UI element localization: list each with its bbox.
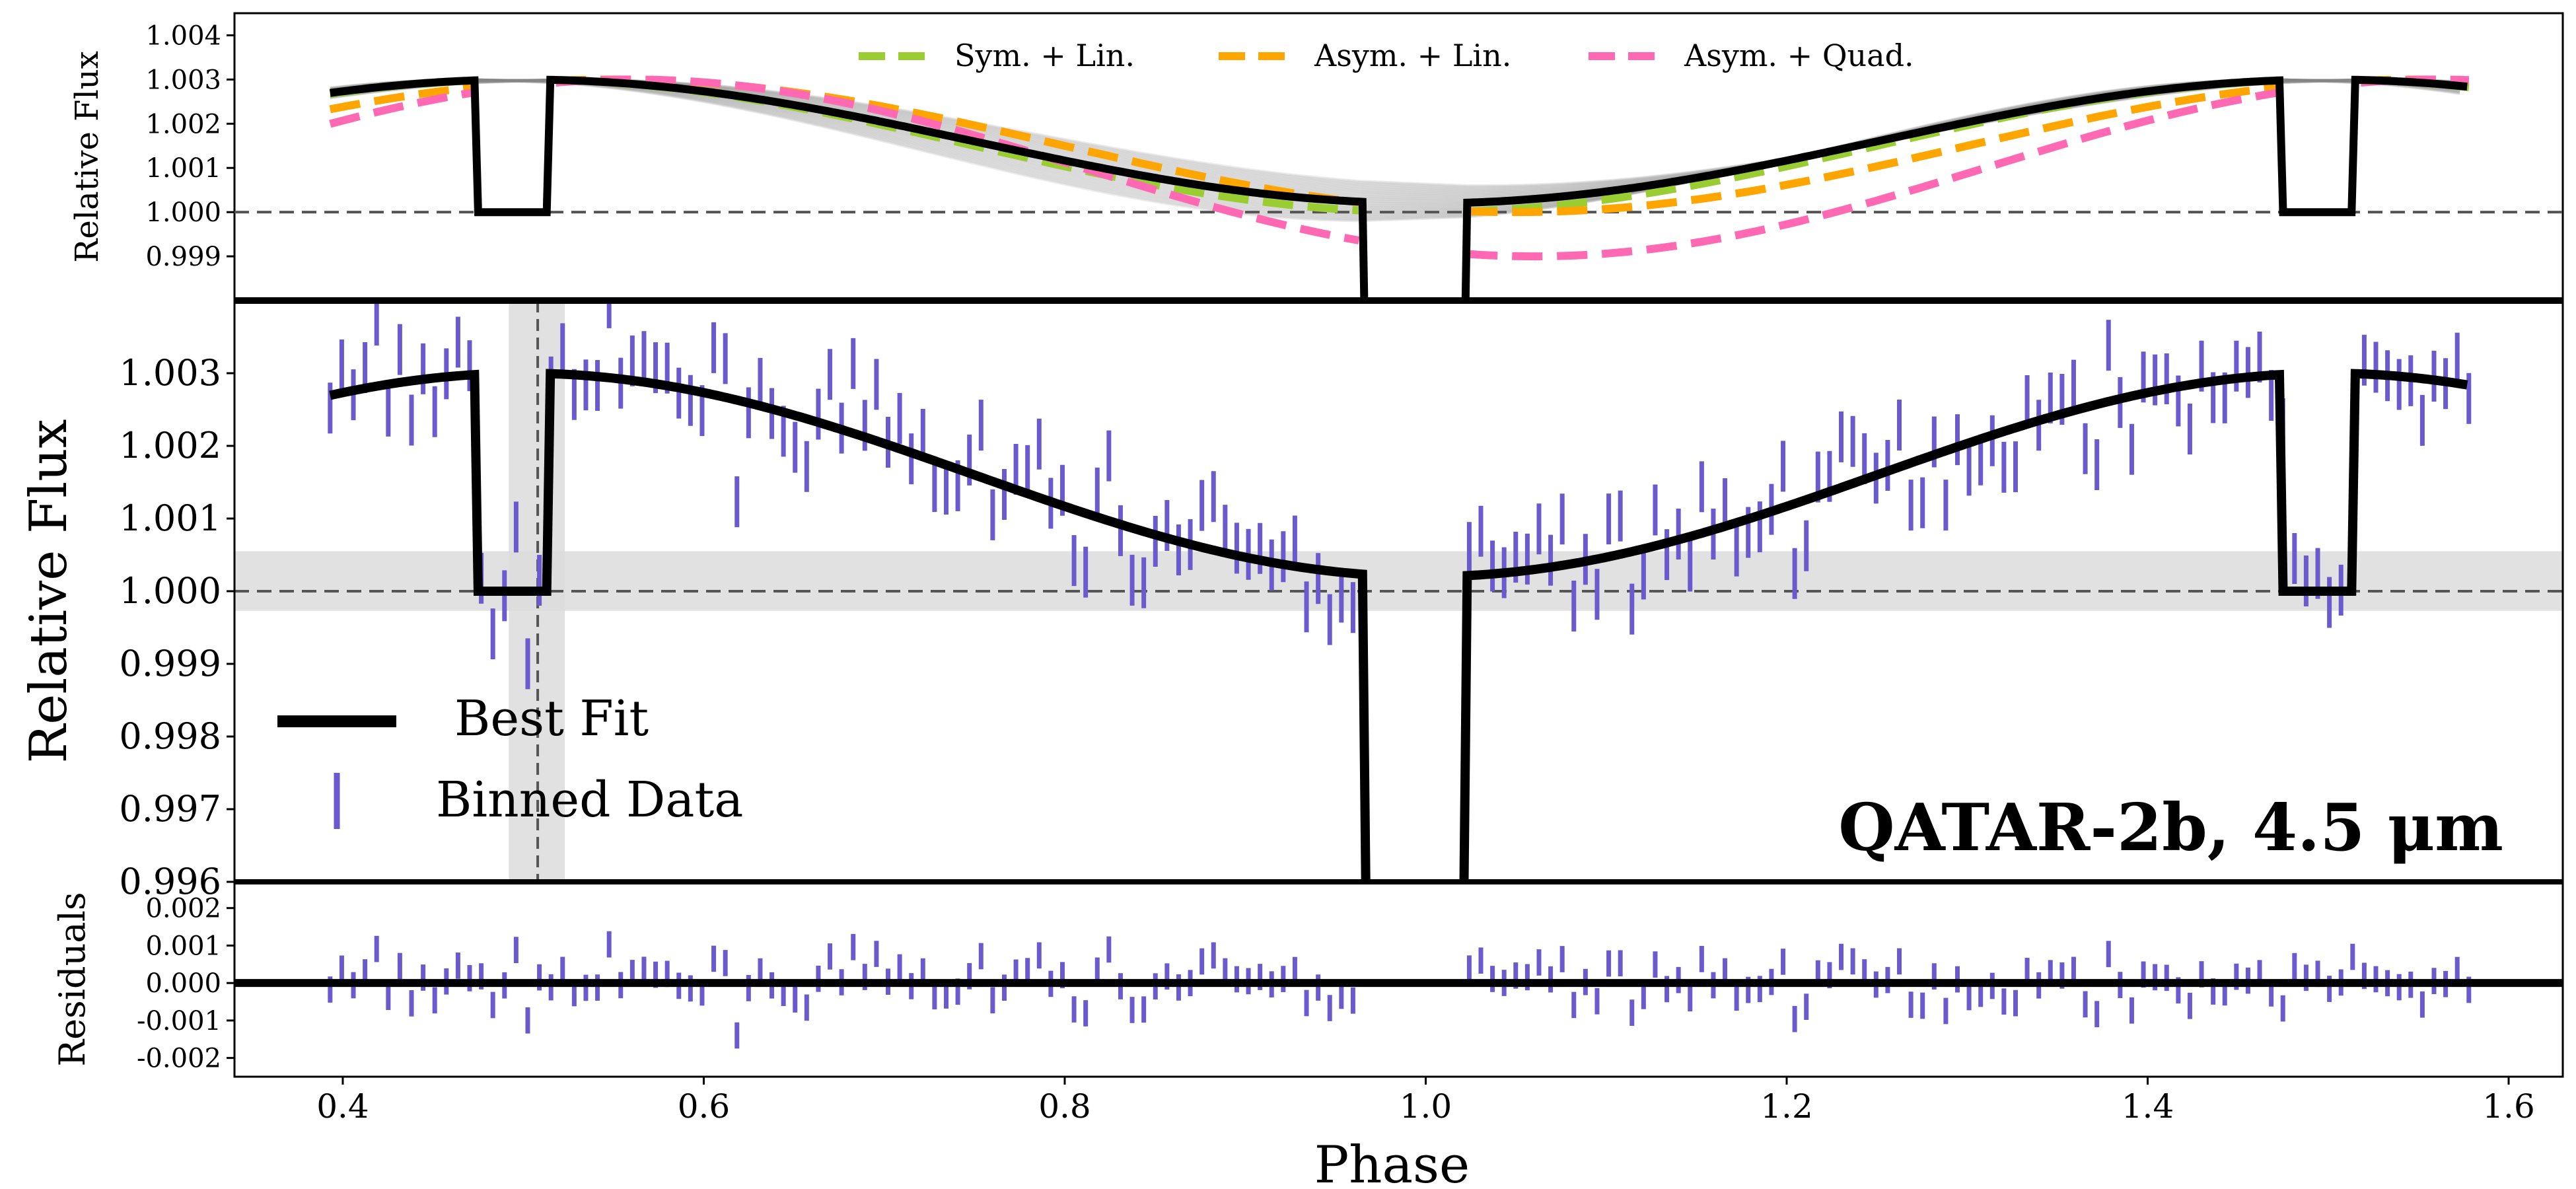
horizontal-band: [234, 551, 2563, 611]
asym-quad-model-line: [555, 75, 1360, 244]
xtick-label: 0.6: [678, 1087, 731, 1126]
top-plot-area: [234, 75, 2563, 301]
bottom-panel: -0.002 -0.001 0.000 0.001 0.002 Residuals 0.4 0…: [52, 881, 2564, 1189]
mid-ytick-label: 0.997: [119, 788, 221, 830]
binned-data-legend-label: Binned Data: [436, 772, 743, 828]
asym-quad-model-line: [329, 88, 476, 128]
posterior-sample-line: [330, 78, 2460, 217]
posterior-sample-line: [330, 78, 2460, 220]
middle-panel: 0.996 0.997 0.998 0.999 1.000 1.001 1.002 1.003…: [19, 297, 2564, 902]
posterior-sample-line: [330, 78, 2460, 222]
top-ytick-label: 1.003: [145, 65, 221, 95]
mid-ytick-label: 0.999: [119, 643, 221, 684]
bot-ytick-label: 0.001: [145, 931, 221, 961]
mid-ytick-label: 1.002: [119, 425, 221, 466]
mid-ylabel: Relative Flux: [19, 419, 79, 764]
posterior-sample-line: [330, 78, 2460, 221]
xtick-label: 1.6: [2482, 1087, 2535, 1126]
top-ytick-label: 0.999: [145, 242, 221, 272]
bot-ytick-label: -0.002: [137, 1044, 221, 1074]
bot-ytick-label: 0.002: [145, 894, 221, 924]
xtick-label: 0.4: [316, 1087, 369, 1126]
top-legend-label: Asym. + Quad.: [1684, 38, 1914, 73]
mid-plot-area: [234, 301, 2563, 882]
xtick-label: 1.4: [2122, 1087, 2174, 1126]
posterior-sample-line: [330, 78, 2460, 219]
bot-ylabel: Residuals: [52, 892, 93, 1066]
xtick-label: 1.0: [1400, 1087, 1452, 1126]
bot-ytick-label: -0.001: [137, 1006, 221, 1036]
top-ylabel: Relative Flux: [69, 51, 106, 263]
sym-lin-model-line: [555, 76, 1359, 215]
mid-ytick-label: 0.998: [119, 715, 221, 757]
mid-best-fit-line: [329, 369, 2468, 882]
best-fit-legend-label: Best Fit: [454, 690, 649, 747]
xtick-label: 1.2: [1760, 1087, 1813, 1126]
xtick-label: 0.8: [1038, 1087, 1091, 1126]
asym-lin-model-line: [1467, 83, 2280, 217]
top-ytick-label: 1.001: [145, 153, 221, 184]
top-ytick-label: 1.002: [145, 109, 221, 139]
mid-ytick-label: 0.996: [119, 861, 221, 902]
posterior-sample-line: [330, 78, 2460, 218]
top-ytick-label: 1.000: [145, 198, 221, 228]
top-panel: Sym. + Lin. Asym. + Lin. Asym. + Quad. 0.99…: [69, 12, 2564, 302]
mid-ytick-label: 1.003: [119, 352, 221, 394]
bot-ytick-label: 0.000: [145, 968, 221, 999]
top-best-fit-line: [329, 75, 2468, 301]
bot-frame: [233, 881, 2564, 1078]
xlabel: Phase: [1314, 1135, 1470, 1189]
asym-quad-model-line: [1466, 88, 2280, 261]
top-legend-label: Sym. + Lin.: [954, 38, 1135, 73]
top-legend-label: Asym. + Lin.: [1314, 38, 1511, 73]
bot-plot-area: [234, 931, 2563, 1049]
top-frame: [233, 12, 2564, 302]
asym-lin-model-line: [329, 83, 476, 114]
mid-ytick-label: 1.001: [119, 497, 221, 539]
mid-ytick-label: 1.000: [119, 570, 221, 612]
asym-lin-model-line: [555, 75, 1360, 207]
top-ytick-label: 1.004: [145, 20, 221, 51]
figure-title: QATAR-2b, 4.5 μm: [1838, 790, 2503, 866]
posterior-sample-line: [330, 78, 2460, 223]
